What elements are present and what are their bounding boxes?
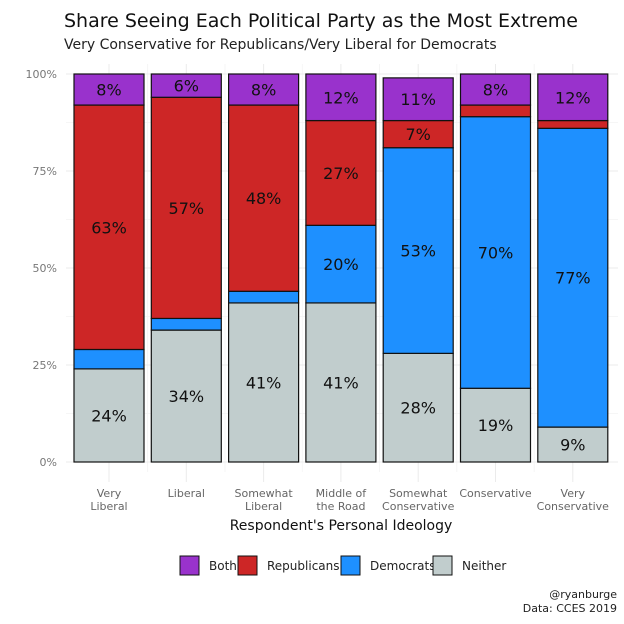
legend-label: Both <box>209 559 237 573</box>
data-label: 57% <box>169 199 205 218</box>
bar-segment-both <box>228 73 300 106</box>
chart-subtitle: Very Conservative for Republicans/Very L… <box>64 37 497 53</box>
data-label: 19% <box>478 416 514 435</box>
data-label: 11% <box>400 90 436 109</box>
y-axis: 0% 25% 50% 75% 100% <box>26 68 57 469</box>
caption-source: Data: CCES 2019 <box>523 602 617 615</box>
y-tick-label: 0% <box>40 456 57 469</box>
bar-segment-both <box>150 73 222 98</box>
y-tick-label: 25% <box>33 359 57 372</box>
y-tick-label: 50% <box>33 262 57 275</box>
x-tick-label: Conservative <box>459 487 532 500</box>
legend-label: Republicans <box>267 559 340 573</box>
bar-segment-both <box>382 77 454 122</box>
bar-segment-republicans <box>228 104 300 292</box>
legend-item-democrats: Democrats <box>340 555 436 576</box>
legend-label: Democrats <box>370 559 436 573</box>
legend-swatch <box>237 555 258 576</box>
bar-segment-neither <box>537 426 609 463</box>
x-axis: Very Liberal Liberal Somewhat Liberal Middle … <box>90 487 609 513</box>
bar-segment-democrats <box>305 224 377 304</box>
data-label: 24% <box>91 406 127 425</box>
bar-segment-republicans <box>150 96 222 320</box>
bar-stack: 41% 48% 8% <box>228 73 300 463</box>
bar-segment-neither <box>305 302 377 463</box>
bar-segment-democrats <box>382 147 454 354</box>
data-label: 8% <box>483 81 508 100</box>
x-tick-label: Somewhat Conservative <box>382 487 455 513</box>
bar-segment-democrats <box>150 317 222 331</box>
legend-item-both: Both <box>179 555 237 576</box>
data-label: 41% <box>246 373 282 392</box>
legend-swatch <box>340 555 361 576</box>
bar-segment-republicans <box>305 119 377 226</box>
bar-stack: 28% 53% 7% 11% <box>382 77 454 463</box>
y-tick-label: 100% <box>26 68 57 81</box>
caption-author: @ryanburge <box>549 588 617 601</box>
data-label: 28% <box>400 399 436 418</box>
data-label: 27% <box>323 164 359 183</box>
x-tick-label: Somewhat Liberal <box>234 487 293 513</box>
chart-title: Share Seeing Each Political Party as the… <box>64 10 578 32</box>
data-label: 77% <box>555 269 591 288</box>
data-label: 8% <box>251 81 276 100</box>
x-tick-label: Middle of the Road <box>316 487 368 513</box>
x-tick-label: Very Liberal <box>90 487 127 513</box>
data-label: 12% <box>323 88 359 107</box>
bar-segment-neither <box>73 368 145 463</box>
bar-segment-democrats <box>73 348 145 370</box>
legend-label: Neither <box>462 559 506 573</box>
bar-segment-republicans <box>73 104 145 351</box>
bar-stack: 19% 70% 8% <box>459 73 532 463</box>
bar-segment-republicans <box>382 119 454 149</box>
bar-segment-neither <box>382 352 454 463</box>
x-tick-label: Very Conservative <box>537 487 610 513</box>
bar-segment-both <box>537 73 609 122</box>
bar-stack: 41% 20% 27% 12% <box>305 73 377 463</box>
data-label: 8% <box>96 81 121 100</box>
data-label: 41% <box>323 373 359 392</box>
bar-segment-republicans <box>537 119 609 129</box>
bar-segment-democrats <box>537 127 609 428</box>
bar-stack: 24% 63% 8% <box>73 73 145 463</box>
bar-segment-both <box>459 73 532 106</box>
bar-segment-republicans <box>459 104 532 118</box>
bar-segment-democrats <box>459 116 532 389</box>
data-label: 7% <box>406 125 431 144</box>
data-label: 9% <box>560 436 585 455</box>
data-label: 34% <box>169 387 205 406</box>
legend: Both Republicans Democrats Neither <box>179 555 506 576</box>
legend-swatch <box>432 555 453 576</box>
bars: 24% 63% 8% 34% 57% 6% 41% 48% 8% 41% 20% 27% 12% 28% 5… <box>73 73 609 463</box>
data-label: 20% <box>323 255 359 274</box>
x-axis-label: Respondent's Personal Ideology <box>230 518 453 534</box>
bar-stack: 9% 77% 12% <box>537 73 609 463</box>
legend-item-republicans: Republicans <box>237 555 340 576</box>
legend-item-neither: Neither <box>432 555 506 576</box>
bar-segment-democrats <box>228 290 300 304</box>
data-label: 53% <box>400 242 436 261</box>
data-label: 63% <box>91 218 127 237</box>
data-label: 6% <box>174 77 199 96</box>
x-tick-label: Liberal <box>168 487 205 500</box>
bar-segment-both <box>73 73 145 106</box>
data-label: 70% <box>478 243 514 262</box>
y-tick-label: 75% <box>33 165 57 178</box>
data-label: 12% <box>555 88 591 107</box>
data-label: 48% <box>246 189 282 208</box>
legend-swatch <box>179 555 200 576</box>
bar-stack: 34% 57% 6% <box>150 73 222 463</box>
bar-segment-both <box>305 73 377 122</box>
